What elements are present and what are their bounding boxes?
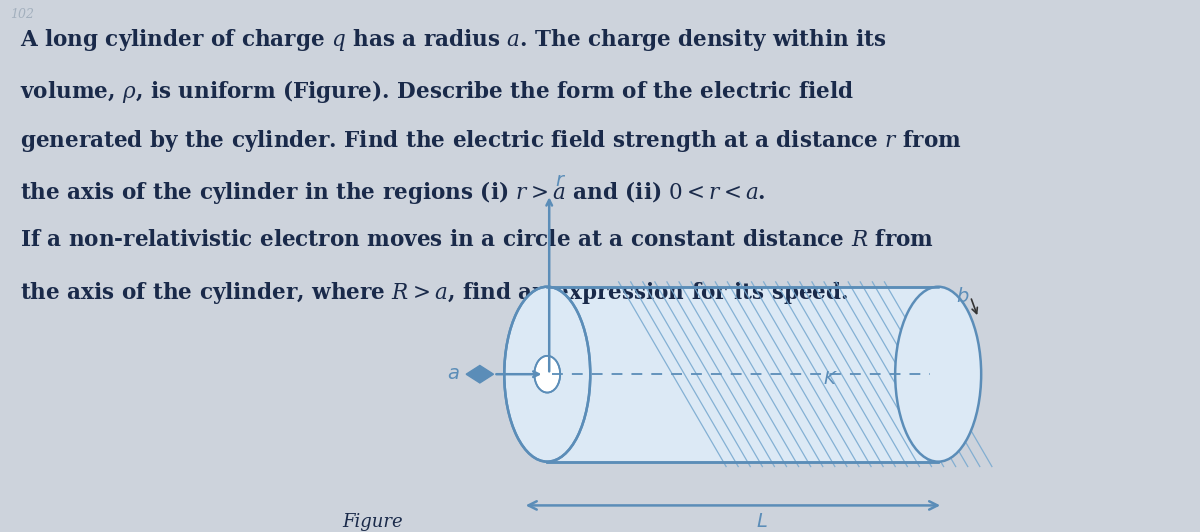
- Text: $r$: $r$: [556, 171, 566, 189]
- Text: volume, $\rho$, is uniform (Figure). Describe the form of the electric field: volume, $\rho$, is uniform (Figure). Des…: [19, 78, 853, 105]
- Text: 102: 102: [10, 8, 34, 21]
- Text: the axis of the cylinder, where $R > a$, find an expression for its speed.: the axis of the cylinder, where $R > a$,…: [19, 280, 848, 306]
- Ellipse shape: [504, 287, 590, 462]
- Ellipse shape: [895, 287, 982, 462]
- Text: $b$: $b$: [955, 287, 970, 306]
- Ellipse shape: [534, 356, 560, 393]
- Polygon shape: [547, 287, 938, 462]
- Text: A long cylinder of charge $q$ has a radius $a$. The charge density within its: A long cylinder of charge $q$ has a radi…: [19, 27, 887, 53]
- Text: $K$: $K$: [823, 370, 838, 388]
- Polygon shape: [466, 365, 493, 383]
- Text: Figure: Figure: [342, 513, 403, 531]
- Text: the axis of the cylinder in the regions (i) $r > a$ and (ii) $0 < r < a$.: the axis of the cylinder in the regions …: [19, 179, 766, 206]
- Text: $L$: $L$: [756, 513, 768, 531]
- Text: $a$: $a$: [446, 365, 460, 383]
- Text: generated by the cylinder. Find the electric field strength at a distance $r$ fr: generated by the cylinder. Find the elec…: [19, 128, 961, 154]
- Text: If a non-relativistic electron moves in a circle at a constant distance $R$ from: If a non-relativistic electron moves in …: [19, 229, 934, 252]
